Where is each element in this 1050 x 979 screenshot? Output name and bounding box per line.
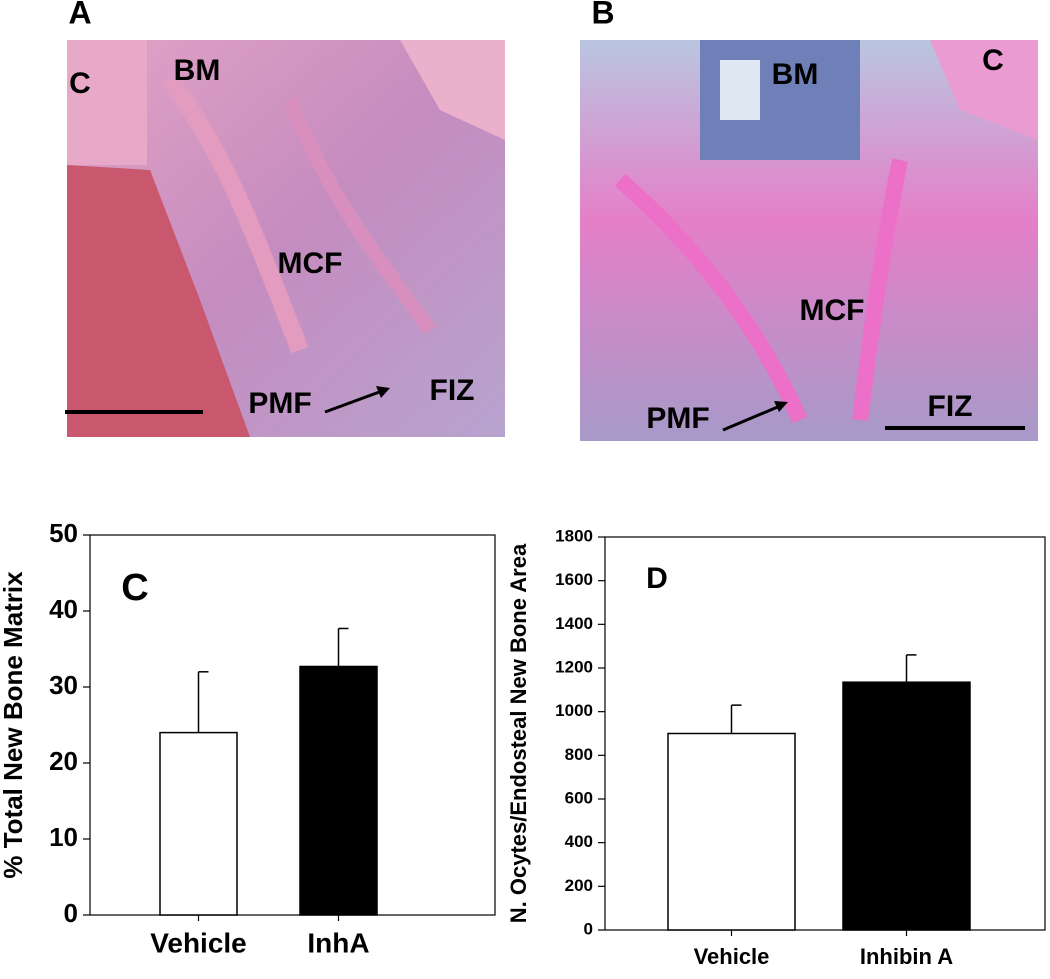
micrograph-label: BM (174, 54, 221, 87)
y-tick-label: 200 (565, 876, 593, 895)
bar (159, 731, 238, 916)
y-tick-label: 1200 (555, 657, 593, 676)
panel-label: A (68, 0, 91, 30)
y-tick-label: 1400 (555, 614, 593, 633)
micrograph-label: MCF (800, 294, 865, 327)
y-axis-label: % Total New Bone Matrix (0, 571, 28, 879)
micrograph-label: C (69, 67, 91, 100)
micrograph-label: C (982, 44, 1004, 77)
x-tick-label: Inhibin A (860, 944, 953, 969)
y-tick-label: 400 (565, 832, 593, 851)
y-axis-label: N. Ocytes/Endosteal New Bone Area (506, 543, 531, 923)
micrograph-label: PMF (248, 387, 311, 420)
y-tick-label: 600 (565, 788, 593, 807)
micrograph-label: PMF (646, 402, 709, 435)
micrograph-label: FIZ (928, 390, 973, 423)
y-tick-label: 800 (565, 745, 593, 764)
y-tick-label: 30 (49, 670, 78, 700)
y-tick-label: 0 (584, 919, 593, 938)
y-tick-label: 1600 (555, 570, 593, 589)
bar (299, 665, 378, 916)
micrograph-label: BM (772, 58, 819, 91)
y-tick-label: 1000 (555, 701, 593, 720)
y-tick-label: 40 (49, 594, 78, 624)
y-tick-label: 20 (49, 746, 78, 776)
y-tick-label: 50 (49, 518, 78, 548)
plot-frame (604, 536, 1046, 931)
bar (667, 732, 796, 931)
bar (842, 681, 971, 931)
micrograph-label: FIZ (430, 374, 475, 407)
micrograph-b (580, 40, 1038, 441)
y-tick-label: 0 (64, 898, 78, 928)
panel-label: B (591, 0, 614, 30)
x-tick-label: Vehicle (694, 944, 770, 969)
panel-label: D (646, 562, 668, 595)
panel-label: C (121, 567, 148, 609)
x-tick-label: Vehicle (150, 927, 247, 958)
plot-frame (89, 534, 496, 916)
x-tick-label: InhA (307, 927, 369, 958)
micrograph-label: MCF (278, 247, 343, 280)
y-tick-label: 10 (49, 822, 78, 852)
y-tick-label: 1800 (555, 526, 593, 545)
micrograph-a (65, 40, 505, 437)
